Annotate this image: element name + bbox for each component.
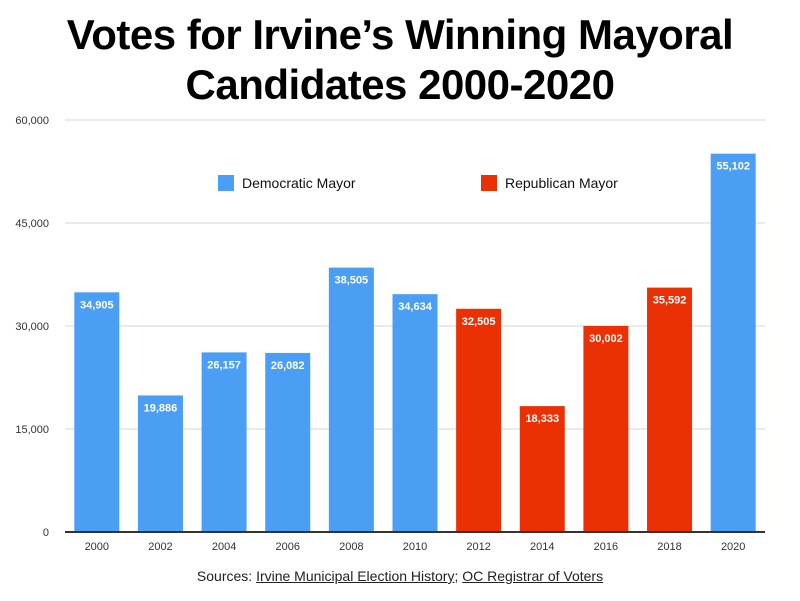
- x-tick-label: 2004: [212, 541, 236, 553]
- x-tick-label: 2018: [657, 541, 681, 553]
- bar[interactable]: [328, 267, 374, 532]
- bar[interactable]: [201, 352, 247, 532]
- bar[interactable]: [392, 294, 438, 532]
- data-label: 26,157: [207, 359, 241, 371]
- source-link-irvine-election-history[interactable]: Irvine Municipal Election History: [256, 568, 455, 584]
- x-axis: 2000 2002 2004 2006 2008 2010 2012 2014 2016 2018…: [65, 531, 765, 553]
- legend-label: Republican Mayor: [505, 175, 618, 191]
- sources-separator: ;: [454, 568, 463, 584]
- bar[interactable]: [137, 395, 183, 532]
- bars: 34,905 19,886 26,157 26,082 38,505 34,634 32,5…: [74, 153, 756, 532]
- x-tick-label: 2008: [339, 541, 363, 553]
- x-tick-label: 2002: [148, 541, 172, 553]
- x-tick-label: 2010: [403, 541, 427, 553]
- y-tick-label: 30,000: [15, 321, 49, 333]
- x-tick-label: 2020: [721, 541, 745, 553]
- y-axis: 0 15,000 30,000 45,000 60,000: [15, 115, 49, 539]
- x-tick-label: 2000: [85, 541, 109, 553]
- bar[interactable]: [265, 352, 311, 532]
- data-label: 32,505: [462, 316, 496, 328]
- legend-label: Democratic Mayor: [242, 175, 356, 191]
- bar[interactable]: [583, 325, 629, 532]
- chart-title-line-2: Candidates 2000-2020: [185, 61, 615, 108]
- sources-prefix: Sources:: [196, 568, 257, 584]
- bar[interactable]: [647, 287, 693, 532]
- x-tick-label: 2012: [466, 541, 490, 553]
- chart-title: Votes for Irvine’s Winning Mayoral Candi…: [0, 10, 800, 110]
- y-tick-label: 0: [43, 527, 49, 539]
- y-tick-label: 15,000: [15, 424, 49, 436]
- data-label: 38,505: [335, 275, 369, 287]
- data-label: 34,634: [398, 301, 433, 313]
- bar[interactable]: [519, 406, 565, 532]
- sources-footer: Sources: Irvine Municipal Election Histo…: [0, 568, 800, 584]
- x-tick-label: 2014: [530, 541, 554, 553]
- data-label: 30,002: [589, 333, 623, 345]
- data-label: 55,102: [716, 161, 750, 173]
- data-label: 19,886: [144, 402, 178, 414]
- data-label: 18,333: [525, 413, 559, 425]
- y-tick-label: 45,000: [15, 218, 49, 230]
- bar[interactable]: [74, 292, 120, 532]
- source-link-oc-registrar[interactable]: OC Registrar of Voters: [462, 568, 604, 584]
- data-label: 35,592: [653, 295, 687, 307]
- legend-swatch: [218, 175, 234, 191]
- data-label: 34,905: [80, 299, 114, 311]
- legend-swatch: [481, 175, 497, 191]
- data-label: 26,082: [271, 360, 305, 372]
- chart-title-line-1: Votes for Irvine’s Winning Mayoral: [66, 11, 734, 58]
- x-tick-label: 2006: [275, 541, 299, 553]
- bar[interactable]: [710, 153, 756, 532]
- y-tick-label: 60,000: [15, 115, 49, 127]
- legend: Democratic Mayor Republican Mayor: [218, 175, 618, 191]
- bar[interactable]: [456, 308, 502, 532]
- x-tick-label: 2016: [594, 541, 618, 553]
